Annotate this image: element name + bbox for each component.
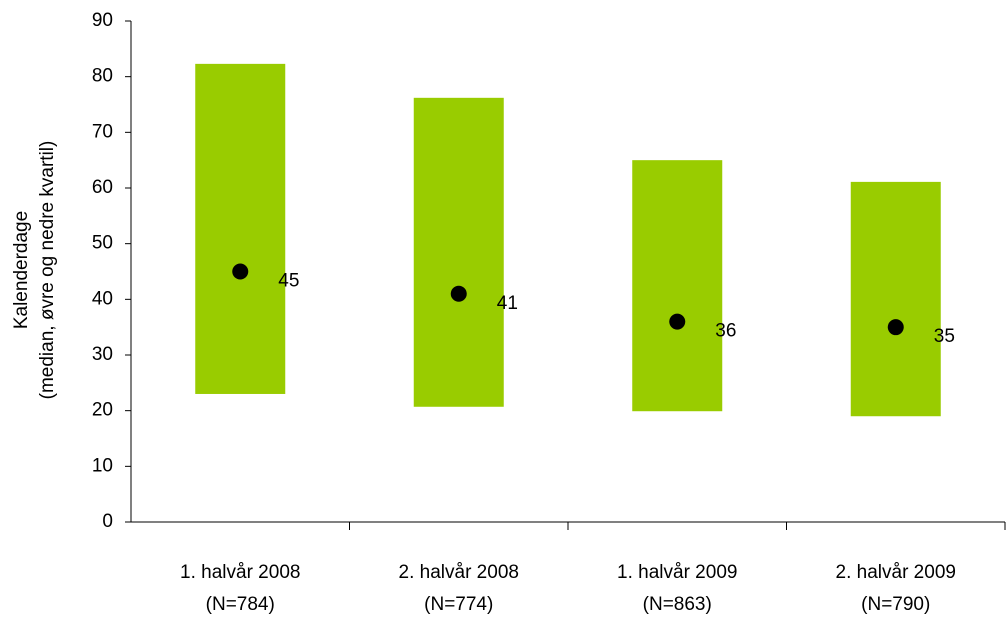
y-tick-label: 40: [92, 288, 113, 309]
median-label: 41: [497, 293, 518, 314]
y-tick-label: 60: [92, 177, 113, 198]
median-dot: [450, 285, 467, 302]
median-dot: [669, 313, 686, 330]
x-tick-label: 2. halvår 2008: [399, 562, 519, 583]
quartile-bar: [632, 160, 723, 412]
y-tick-label: 90: [92, 10, 113, 31]
x-tick-label: 1. halvår 2009: [617, 562, 737, 583]
median-dot: [887, 319, 904, 336]
y-tick-label: 50: [92, 233, 113, 254]
y-tick-label: 20: [92, 400, 113, 421]
x-tick-sublabel: (N=863): [643, 594, 712, 615]
y-tick-label: 0: [102, 511, 113, 532]
x-tick-sublabel: (N=774): [424, 594, 493, 615]
y-tick-label: 10: [92, 455, 113, 476]
quartile-bar: [413, 97, 504, 407]
median-label: 35: [934, 326, 955, 347]
y-tick-label: 80: [92, 66, 113, 87]
median-label: 45: [278, 271, 299, 292]
median-label: 36: [715, 321, 736, 342]
y-tick-label: 70: [92, 121, 113, 142]
quartile-bar: [195, 63, 286, 394]
x-tick-sublabel: (N=790): [861, 594, 930, 615]
median-dot: [232, 263, 249, 280]
x-tick-sublabel: (N=784): [206, 594, 275, 615]
y-axis-label: Kalenderdage: [11, 211, 32, 329]
x-tick-label: 1. halvår 2008: [180, 562, 300, 583]
y-axis-label: (median, øvre og nedre kvartil): [37, 141, 58, 400]
quartile-bar: [850, 181, 941, 417]
x-tick-label: 2. halvår 2009: [836, 562, 956, 583]
y-tick-label: 30: [92, 344, 113, 365]
